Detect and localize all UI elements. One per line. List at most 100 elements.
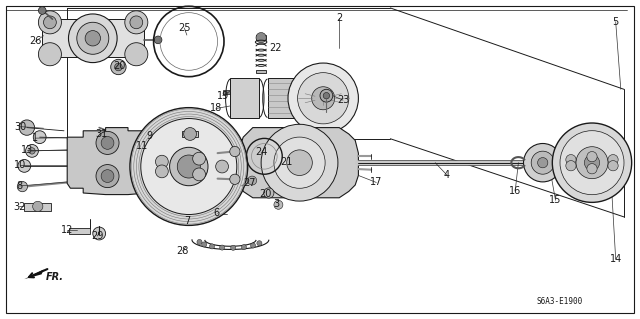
- Circle shape: [560, 131, 624, 195]
- Text: 25: 25: [178, 23, 191, 33]
- Circle shape: [156, 155, 168, 168]
- Text: 2: 2: [336, 12, 342, 23]
- Text: 27: 27: [243, 178, 256, 189]
- Text: 16: 16: [509, 186, 522, 196]
- Circle shape: [576, 147, 608, 179]
- Circle shape: [216, 160, 228, 173]
- Polygon shape: [69, 228, 90, 234]
- Text: 31: 31: [95, 129, 108, 139]
- Circle shape: [154, 36, 162, 44]
- Circle shape: [101, 137, 114, 149]
- Text: 20: 20: [113, 61, 126, 71]
- Text: 10: 10: [14, 160, 27, 170]
- Text: FR.: FR.: [45, 271, 63, 282]
- Text: 4: 4: [444, 170, 450, 180]
- Circle shape: [248, 176, 257, 185]
- Text: 30: 30: [14, 122, 27, 132]
- Circle shape: [33, 131, 46, 144]
- Circle shape: [44, 16, 56, 29]
- Text: 1: 1: [32, 133, 38, 143]
- Circle shape: [141, 119, 237, 214]
- Polygon shape: [67, 128, 160, 195]
- Circle shape: [184, 128, 196, 140]
- Circle shape: [197, 239, 202, 244]
- Text: 22: 22: [269, 43, 282, 54]
- Text: 28: 28: [176, 246, 189, 256]
- Circle shape: [241, 245, 246, 250]
- Text: 7: 7: [184, 216, 190, 226]
- Text: 5: 5: [612, 17, 619, 27]
- Circle shape: [130, 16, 143, 29]
- Text: 9: 9: [146, 131, 152, 141]
- Circle shape: [193, 152, 205, 165]
- Circle shape: [608, 154, 618, 165]
- Circle shape: [220, 245, 225, 250]
- Polygon shape: [223, 90, 234, 94]
- Circle shape: [230, 146, 240, 157]
- Circle shape: [29, 148, 35, 154]
- Circle shape: [274, 137, 325, 188]
- Circle shape: [93, 227, 106, 240]
- Circle shape: [531, 151, 554, 174]
- Text: 12: 12: [61, 225, 74, 235]
- Polygon shape: [268, 78, 296, 118]
- Circle shape: [96, 131, 119, 154]
- Text: 8: 8: [16, 181, 22, 191]
- Circle shape: [38, 43, 61, 66]
- Circle shape: [261, 124, 338, 201]
- Circle shape: [274, 200, 283, 209]
- Text: 3: 3: [273, 198, 280, 209]
- Circle shape: [230, 245, 236, 250]
- Circle shape: [38, 11, 61, 34]
- Text: 23: 23: [337, 95, 349, 105]
- Polygon shape: [24, 203, 51, 211]
- Text: 11: 11: [136, 141, 148, 151]
- Text: 13: 13: [20, 145, 33, 155]
- Text: 18: 18: [210, 103, 223, 114]
- Circle shape: [33, 201, 43, 211]
- Circle shape: [115, 63, 122, 71]
- Circle shape: [17, 182, 28, 192]
- Polygon shape: [256, 35, 266, 40]
- Circle shape: [312, 87, 335, 110]
- Circle shape: [96, 165, 119, 188]
- Circle shape: [538, 158, 548, 168]
- Text: 17: 17: [370, 177, 383, 188]
- Circle shape: [257, 241, 262, 246]
- Circle shape: [587, 152, 597, 162]
- Circle shape: [288, 63, 358, 133]
- Circle shape: [250, 243, 255, 248]
- Polygon shape: [240, 128, 358, 198]
- Circle shape: [552, 123, 632, 202]
- Circle shape: [125, 11, 148, 34]
- Circle shape: [125, 43, 148, 66]
- Polygon shape: [42, 19, 144, 57]
- Text: 26: 26: [29, 36, 42, 47]
- Text: 6: 6: [213, 208, 220, 218]
- Circle shape: [156, 165, 168, 178]
- Text: S6A3-E1900: S6A3-E1900: [537, 297, 583, 306]
- Circle shape: [566, 160, 576, 171]
- Polygon shape: [230, 78, 259, 118]
- Circle shape: [19, 120, 35, 135]
- Circle shape: [111, 59, 126, 75]
- Circle shape: [209, 244, 214, 249]
- Circle shape: [584, 155, 600, 170]
- Text: 15: 15: [549, 195, 562, 205]
- Circle shape: [130, 108, 248, 226]
- Text: 19: 19: [216, 91, 229, 101]
- Circle shape: [323, 93, 330, 99]
- Circle shape: [608, 160, 618, 171]
- Circle shape: [85, 31, 100, 46]
- Circle shape: [320, 89, 333, 102]
- Circle shape: [287, 150, 312, 175]
- Text: 20: 20: [259, 189, 271, 199]
- Polygon shape: [182, 131, 198, 137]
- Circle shape: [264, 188, 274, 198]
- Circle shape: [587, 164, 597, 174]
- Circle shape: [170, 147, 208, 186]
- Circle shape: [524, 144, 562, 182]
- Text: 29: 29: [91, 231, 104, 241]
- Text: 24: 24: [255, 147, 268, 158]
- Circle shape: [18, 160, 31, 172]
